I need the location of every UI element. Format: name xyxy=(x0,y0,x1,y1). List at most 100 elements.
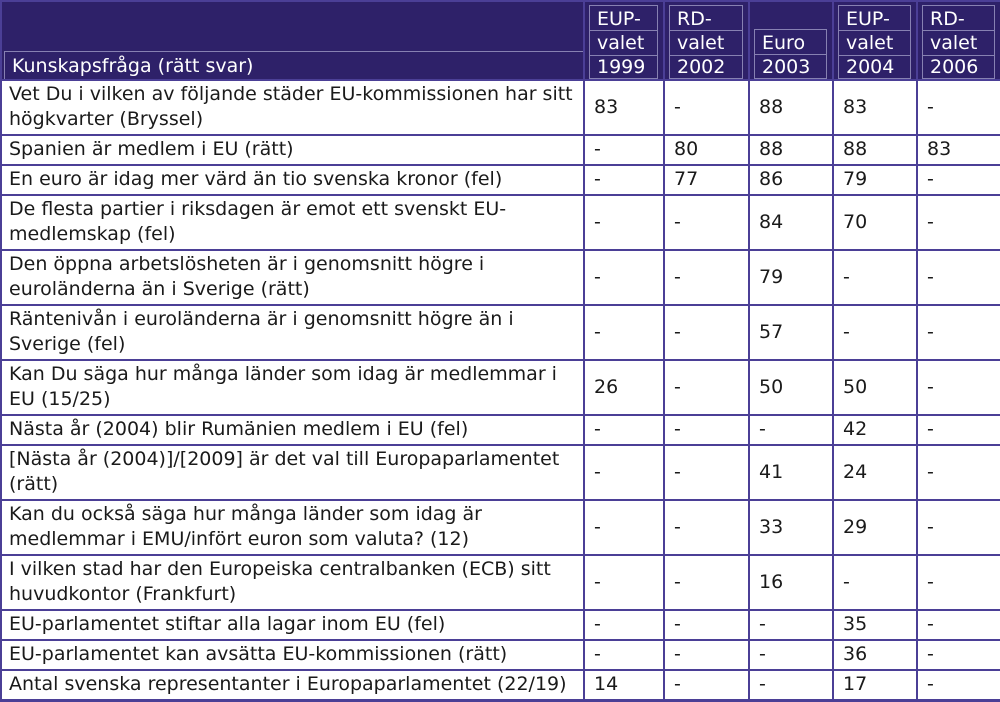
value-cell: - xyxy=(583,639,665,671)
value-cell: - xyxy=(583,194,665,251)
value-cell: 24 xyxy=(832,444,918,501)
value-cell: - xyxy=(583,164,665,196)
table-row: Antal svenska representanter i Europapar… xyxy=(0,669,1000,702)
value-cell: - xyxy=(663,639,750,671)
value-cell: - xyxy=(663,499,750,556)
column-header-label: EUP- valet 1999 xyxy=(597,8,646,78)
value-cell: 79 xyxy=(832,164,918,196)
value-cell: - xyxy=(663,79,750,136)
value-cell: - xyxy=(663,304,750,361)
value-cell: - xyxy=(916,194,1000,251)
header-label-box: EUP- valet 2004 xyxy=(838,5,911,79)
value-cell: - xyxy=(583,414,665,446)
value-cell: 83 xyxy=(583,79,665,136)
question-cell: [Nästa år (2004)]/[2009] är det val till… xyxy=(0,444,585,501)
value-cell: - xyxy=(583,499,665,556)
column-header-rd-valet-2002: RD- valet 2002 xyxy=(663,0,750,81)
table-row: Nästa år (2004) blir Rumänien medlem i E… xyxy=(0,414,1000,446)
value-cell: 42 xyxy=(832,414,918,446)
table-row: Spanien är medlem i EU (rätt) - 80 88 88… xyxy=(0,134,1000,166)
value-cell: 57 xyxy=(748,304,834,361)
value-cell: 50 xyxy=(832,359,918,416)
table-row: I vilken stad har den Europeiska central… xyxy=(0,554,1000,611)
table-row: Räntenivån i euroländerna är i genomsnit… xyxy=(0,304,1000,361)
value-cell: 84 xyxy=(748,194,834,251)
table-row: [Nästa år (2004)]/[2009] är det val till… xyxy=(0,444,1000,501)
value-cell: - xyxy=(832,554,918,611)
value-cell: - xyxy=(583,554,665,611)
value-cell: - xyxy=(748,609,834,641)
table-row: En euro är idag mer värd än tio svenska … xyxy=(0,164,1000,196)
header-label-box: EUP- valet 1999 xyxy=(589,5,658,79)
header-gridline xyxy=(922,55,995,56)
value-cell: 16 xyxy=(748,554,834,611)
value-cell: 17 xyxy=(832,669,918,702)
value-cell: 83 xyxy=(832,79,918,136)
value-cell: 83 xyxy=(916,134,1000,166)
column-header-eup-valet-2004: EUP- valet 2004 xyxy=(832,0,918,81)
question-cell: Kan Du säga hur många länder som idag är… xyxy=(0,359,585,416)
value-cell: - xyxy=(748,639,834,671)
header-gridline xyxy=(838,55,911,56)
value-cell: 50 xyxy=(748,359,834,416)
column-header-label: RD- valet 2006 xyxy=(930,8,979,78)
value-cell: - xyxy=(748,414,834,446)
column-header-label: EUP- valet 2004 xyxy=(846,8,895,78)
value-cell: - xyxy=(916,669,1000,702)
column-header-rd-valet-2006: RD- valet 2006 xyxy=(916,0,1000,81)
question-cell: Räntenivån i euroländerna är i genomsnit… xyxy=(0,304,585,361)
value-cell: - xyxy=(916,499,1000,556)
question-header-label: Kunskapsfråga (rätt svar) xyxy=(4,51,583,79)
question-cell: De flesta partier i riksdagen är emot et… xyxy=(0,194,585,251)
header-gridline xyxy=(754,54,827,55)
table-body: Vet Du i vilken av följande städer EU-ko… xyxy=(0,79,1000,702)
table-row: Kan du också säga hur många länder som i… xyxy=(0,499,1000,556)
value-cell: - xyxy=(916,414,1000,446)
value-cell: - xyxy=(916,164,1000,196)
question-cell: Nästa år (2004) blir Rumänien medlem i E… xyxy=(0,414,585,446)
value-cell: 35 xyxy=(832,609,918,641)
value-cell: - xyxy=(832,304,918,361)
value-cell: 88 xyxy=(748,79,834,136)
column-header-label: RD- valet 2002 xyxy=(677,8,726,78)
header-gridline xyxy=(669,30,743,31)
question-cell: Kan du också säga hur många länder som i… xyxy=(0,499,585,556)
question-cell: I vilken stad har den Europeiska central… xyxy=(0,554,585,611)
value-cell: 88 xyxy=(832,134,918,166)
question-cell: Spanien är medlem i EU (rätt) xyxy=(0,134,585,166)
question-cell: Antal svenska representanter i Europapar… xyxy=(0,669,585,702)
value-cell: - xyxy=(916,249,1000,306)
table-row: Vet Du i vilken av följande städer EU-ko… xyxy=(0,79,1000,136)
value-cell: - xyxy=(583,444,665,501)
value-cell: - xyxy=(916,79,1000,136)
header-gridline xyxy=(669,55,743,56)
table-header: Kunskapsfråga (rätt svar) EUP- valet 199… xyxy=(0,0,1000,81)
value-cell: - xyxy=(663,444,750,501)
table-row: De flesta partier i riksdagen är emot et… xyxy=(0,194,1000,251)
table-row: Kan Du säga hur många länder som idag är… xyxy=(0,359,1000,416)
value-cell: 80 xyxy=(663,134,750,166)
question-cell: EU-parlamentet stiftar alla lagar inom E… xyxy=(0,609,585,641)
value-cell: 88 xyxy=(748,134,834,166)
value-cell: 14 xyxy=(583,669,665,702)
column-header-question: Kunskapsfråga (rätt svar) xyxy=(0,0,585,81)
value-cell: - xyxy=(663,669,750,702)
value-cell: 77 xyxy=(663,164,750,196)
value-cell: - xyxy=(748,669,834,702)
header-gridline xyxy=(589,30,658,31)
header-label-box: RD- valet 2002 xyxy=(669,5,743,79)
value-cell: - xyxy=(832,249,918,306)
header-label-box: Euro 2003 xyxy=(754,29,827,79)
table-row: EU-parlamentet stiftar alla lagar inom E… xyxy=(0,609,1000,641)
header-row: Kunskapsfråga (rätt svar) EUP- valet 199… xyxy=(0,0,1000,81)
header-gridline xyxy=(589,55,658,56)
value-cell: 70 xyxy=(832,194,918,251)
value-cell: 41 xyxy=(748,444,834,501)
question-cell: Vet Du i vilken av följande städer EU-ko… xyxy=(0,79,585,136)
value-cell: - xyxy=(583,249,665,306)
value-cell: - xyxy=(663,609,750,641)
table-row: Den öppna arbetslösheten är i genomsnitt… xyxy=(0,249,1000,306)
column-header-label: Euro 2003 xyxy=(762,32,811,78)
